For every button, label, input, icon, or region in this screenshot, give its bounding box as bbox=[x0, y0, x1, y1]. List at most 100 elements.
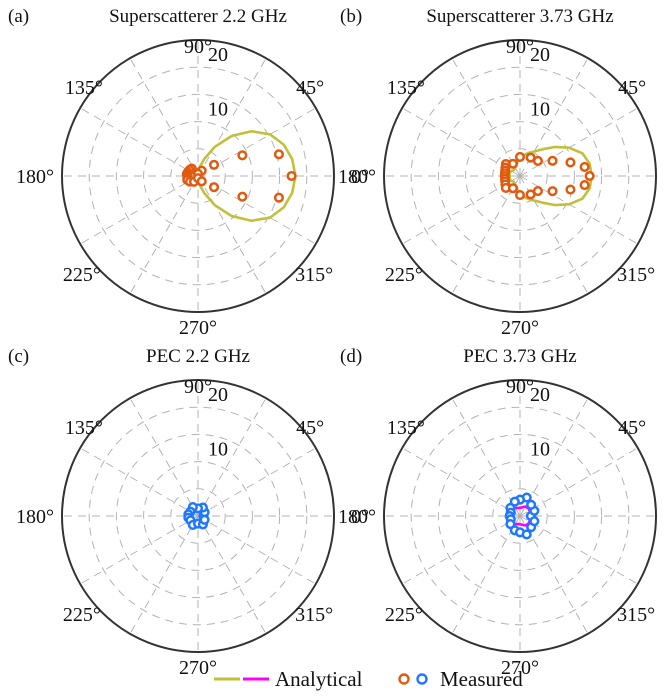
grid-spoke-60 bbox=[197, 57, 267, 177]
panel-title: Superscatterer 3.73 GHz bbox=[426, 6, 613, 27]
radial-tick-label-20: 20 bbox=[530, 384, 550, 406]
measured-point bbox=[507, 183, 518, 194]
measured-point bbox=[579, 161, 590, 172]
grid-spoke-330 bbox=[519, 175, 639, 245]
angle-tick-label-45: 45° bbox=[618, 77, 646, 99]
angle-tick-label-225: 225° bbox=[63, 264, 101, 286]
measured-point bbox=[584, 170, 595, 182]
grid-spoke-60 bbox=[197, 397, 267, 517]
angle-tick-label-90: 90° bbox=[506, 376, 534, 398]
outer-circle bbox=[383, 379, 657, 653]
measured-point bbox=[273, 149, 284, 160]
angle-tick-label-270: 270° bbox=[501, 657, 539, 679]
measured-point bbox=[286, 170, 297, 182]
measured-point bbox=[529, 516, 540, 527]
grid-circle-5 bbox=[492, 488, 548, 544]
measured-point bbox=[273, 192, 284, 203]
angle-tick-label-180: 180° bbox=[338, 166, 376, 188]
grid-spoke-150 bbox=[401, 107, 521, 177]
measured-point bbox=[565, 157, 576, 168]
measured-point bbox=[208, 159, 220, 170]
angle-tick-label-135: 135° bbox=[65, 417, 103, 439]
grid-spoke-210 bbox=[79, 175, 199, 245]
panel-label: (c) bbox=[8, 346, 29, 367]
radial-tick-label-10: 10 bbox=[530, 99, 550, 121]
radial-tick-label-10: 10 bbox=[208, 439, 228, 461]
grid-spoke-210 bbox=[79, 515, 199, 585]
angle-tick-label-225: 225° bbox=[63, 604, 101, 626]
grid-circle-15 bbox=[437, 93, 603, 259]
grid-spoke-300 bbox=[197, 175, 267, 295]
angle-tick-label-270: 270° bbox=[179, 317, 217, 339]
measured-point bbox=[547, 186, 558, 197]
grid-spoke-300 bbox=[519, 515, 589, 635]
angle-tick-label-90: 90° bbox=[184, 376, 212, 398]
grid-spoke-240 bbox=[129, 175, 199, 295]
grid-circle-15 bbox=[437, 433, 603, 599]
grid-spoke-120 bbox=[451, 397, 521, 517]
angle-tick-label-135: 135° bbox=[65, 77, 103, 99]
measured-point bbox=[521, 529, 532, 540]
angle-tick-label-270: 270° bbox=[179, 657, 217, 679]
measured-point bbox=[208, 182, 220, 193]
grid-spoke-120 bbox=[129, 57, 199, 177]
legend-measured-marker-pec bbox=[416, 673, 428, 685]
outer-circle bbox=[61, 379, 335, 653]
angle-tick-label-90: 90° bbox=[506, 36, 534, 58]
grid-spoke-30 bbox=[519, 447, 639, 517]
panel-label: (d) bbox=[340, 346, 362, 367]
panel-title: PEC 2.2 GHz bbox=[146, 346, 250, 367]
grid-circle-5 bbox=[492, 148, 548, 204]
angle-tick-label-225: 225° bbox=[385, 264, 423, 286]
grid-spoke-150 bbox=[79, 447, 199, 517]
angle-tick-label-0: 0° bbox=[351, 506, 369, 528]
grid-circle-10 bbox=[143, 461, 253, 571]
grid-spoke-240 bbox=[129, 515, 199, 635]
grid-spoke-30 bbox=[197, 107, 317, 177]
grid-circle-20 bbox=[88, 66, 308, 286]
measured-point bbox=[514, 151, 526, 163]
grid-spoke-240 bbox=[451, 175, 521, 295]
angle-tick-label-180: 180° bbox=[16, 166, 54, 188]
grid-spoke-240 bbox=[451, 515, 521, 635]
radial-tick-label-20: 20 bbox=[530, 44, 550, 66]
grid-circle-20 bbox=[88, 406, 308, 626]
angle-tick-label-225: 225° bbox=[385, 604, 423, 626]
angle-tick-label-180: 180° bbox=[338, 506, 376, 528]
grid-spoke-30 bbox=[519, 107, 639, 177]
grid-spoke-120 bbox=[129, 397, 199, 517]
grid-circle-10 bbox=[465, 121, 575, 231]
measured-point bbox=[579, 180, 590, 191]
grid-spoke-300 bbox=[197, 515, 267, 635]
angle-tick-label-315: 315° bbox=[617, 604, 655, 626]
grid-spoke-60 bbox=[519, 57, 589, 177]
outer-circle bbox=[383, 39, 657, 313]
grid-circle-20 bbox=[410, 66, 630, 286]
panel-label: (a) bbox=[8, 6, 29, 27]
angle-tick-label-0: 0° bbox=[351, 166, 369, 188]
radial-tick-label-10: 10 bbox=[530, 439, 550, 461]
panel-d: 20 10 0° 45° 90° 135° 180° 225° 270° 315° (d) PEC 3… bbox=[338, 346, 657, 679]
measured-point bbox=[547, 155, 558, 166]
radial-tick-label-20: 20 bbox=[208, 384, 228, 406]
measured-point bbox=[526, 499, 537, 510]
measured-point bbox=[199, 514, 210, 525]
legend-measured-label: Measured bbox=[440, 667, 523, 691]
measured-point bbox=[514, 189, 526, 201]
measured-point bbox=[237, 150, 248, 161]
angle-tick-label-270: 270° bbox=[501, 317, 539, 339]
grid-circle-10 bbox=[143, 121, 253, 231]
angle-tick-label-45: 45° bbox=[296, 417, 324, 439]
panel-a: 20 10 0° 45° 90° 135° 180° 225° 270° 315° (a) Super… bbox=[8, 6, 369, 339]
grid-spoke-30 bbox=[197, 447, 317, 517]
panel-c: 20 10 0° 45° 90° 135° 180° 225° 270° 315° (c) PEC 2… bbox=[8, 346, 369, 679]
panel-title: Superscatterer 2.2 GHz bbox=[109, 6, 287, 27]
angle-tick-label-45: 45° bbox=[618, 417, 646, 439]
legend: Analytical Measured bbox=[214, 667, 523, 691]
grid-spoke-330 bbox=[197, 175, 317, 245]
measured-point bbox=[525, 152, 536, 163]
angle-tick-label-315: 315° bbox=[617, 264, 655, 286]
panel-b: 20 10 0° 45° 90° 135° 180° 225° 270° 315° (b) Super… bbox=[338, 6, 657, 339]
grid-circle-10 bbox=[465, 461, 575, 571]
